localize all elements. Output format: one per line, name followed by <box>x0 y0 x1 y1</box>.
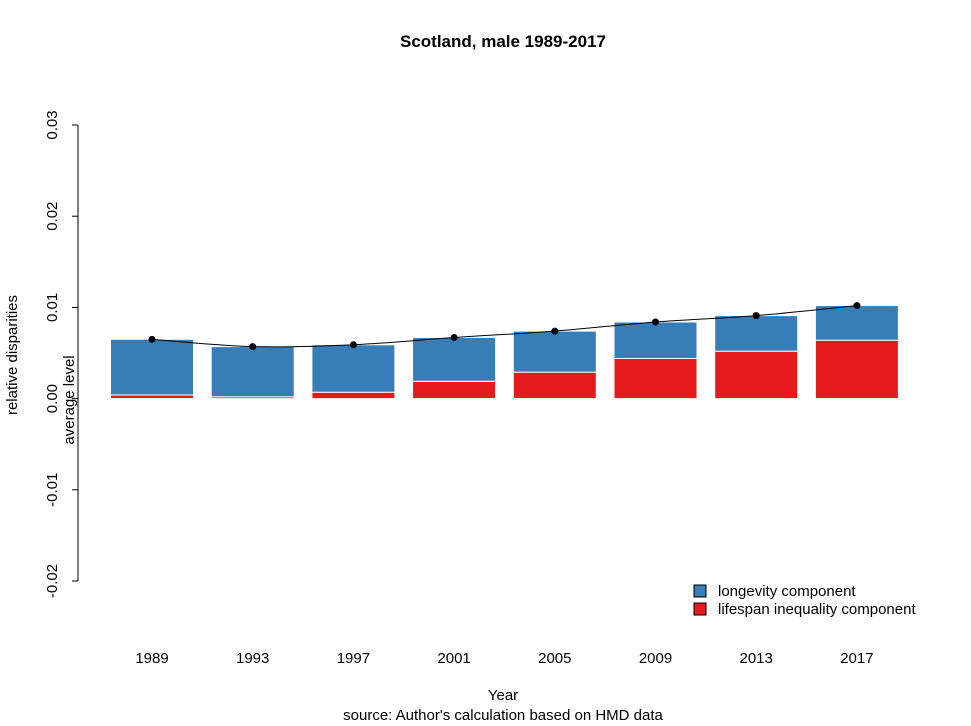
bars <box>110 305 899 400</box>
legend-swatch <box>693 602 707 616</box>
x-tick-label: 1993 <box>236 650 269 667</box>
average-level-point <box>148 335 156 343</box>
x-axis-label: Year <box>488 687 518 704</box>
bar-longevity <box>412 336 497 382</box>
bar-lifespan-inequality <box>412 380 497 400</box>
bar-longevity <box>814 305 899 341</box>
caption: source: Author's calculation based on HM… <box>343 707 663 724</box>
average-level-point <box>450 333 458 341</box>
bar-lifespan-inequality <box>814 339 899 400</box>
legend-label: longevity component <box>718 583 856 600</box>
average-level-point <box>652 318 659 326</box>
y-tick-label: -0.01 <box>44 473 61 507</box>
average-level-point <box>249 343 257 351</box>
bar-longevity <box>210 346 295 398</box>
x-tick-label: 2001 <box>437 650 470 667</box>
x-tick-label: 2017 <box>840 650 873 667</box>
y-axis-label: relative disparities <box>4 295 21 415</box>
y-tick-label: 0.02 <box>44 202 61 231</box>
x-axis-tick-labels: 1989 1993 1997 2001 2005 2009 2013 2017 <box>135 650 873 667</box>
bar-longevity <box>714 315 799 352</box>
x-tick-label: 2009 <box>639 650 672 667</box>
x-tick-label: 1989 <box>135 650 168 667</box>
y-tick-label: 0.00 <box>44 384 61 413</box>
y-tick-label: 0.01 <box>44 293 61 322</box>
average-level-point <box>349 341 357 349</box>
x-tick-label: 2013 <box>740 650 773 667</box>
bar-longevity <box>110 338 194 396</box>
y-tick-label: -0.02 <box>44 564 61 598</box>
average-level-point <box>551 327 559 335</box>
bar-lifespan-inequality <box>512 371 597 400</box>
legend-label: lifespan inequality component <box>718 601 916 618</box>
x-tick-label: 1997 <box>337 650 370 667</box>
bar-longevity <box>512 330 597 373</box>
y-tick-label: 0.03 <box>44 110 61 139</box>
bar-lifespan-inequality <box>613 357 698 400</box>
y-axis: -0.02 -0.01 0.00 0.01 0.02 0.03 <box>44 110 78 598</box>
legend-swatch <box>693 584 707 598</box>
chart-title: Scotland, male 1989-2017 <box>400 32 606 51</box>
bar-lifespan-inequality <box>311 391 396 400</box>
average-level-point <box>752 312 760 320</box>
average-level-point <box>853 302 861 310</box>
bar-longevity <box>613 321 698 359</box>
x-tick-label: 2005 <box>538 650 571 667</box>
bar-lifespan-inequality <box>714 350 799 400</box>
bar-lifespan-inequality <box>110 394 194 400</box>
secondary-y-axis-label: average level <box>61 355 78 444</box>
average-level-path <box>151 305 857 348</box>
average-level-line <box>148 302 861 351</box>
bar-longevity <box>311 344 396 393</box>
